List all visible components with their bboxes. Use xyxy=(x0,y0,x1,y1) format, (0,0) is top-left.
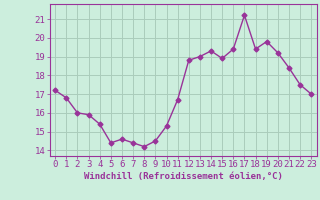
X-axis label: Windchill (Refroidissement éolien,°C): Windchill (Refroidissement éolien,°C) xyxy=(84,172,283,181)
